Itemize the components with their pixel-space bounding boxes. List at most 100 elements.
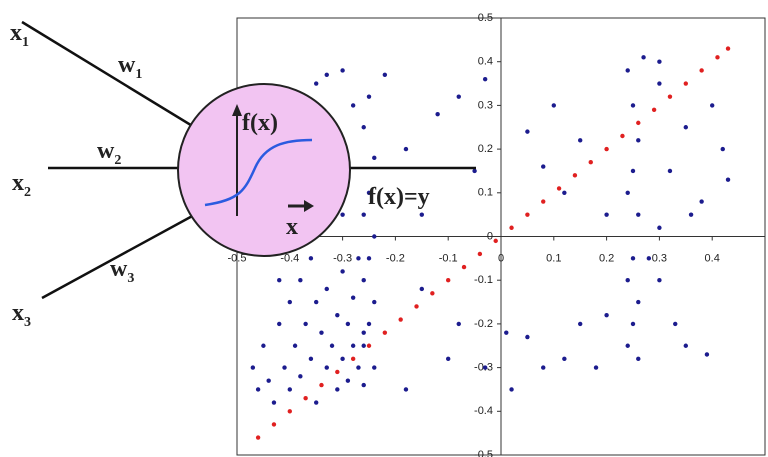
- y-tick-label: -0.4: [474, 405, 493, 417]
- point: [482, 76, 488, 82]
- point: [625, 278, 630, 283]
- point: [340, 356, 345, 362]
- point: [287, 409, 292, 414]
- point: [372, 234, 377, 239]
- point: [361, 212, 366, 217]
- point: [446, 356, 451, 362]
- point: [657, 59, 662, 64]
- point: [335, 312, 340, 318]
- point: [261, 343, 266, 348]
- point: [683, 81, 688, 86]
- point: [350, 103, 356, 108]
- point: [657, 225, 662, 230]
- point: [667, 168, 673, 174]
- point: [625, 68, 630, 73]
- x-tick-label: 0: [498, 252, 504, 264]
- point: [657, 81, 662, 86]
- point: [667, 94, 673, 99]
- arrow-head: [304, 200, 314, 212]
- point: [657, 278, 662, 283]
- weight-label: w2: [97, 138, 121, 168]
- point: [477, 251, 483, 257]
- point: [382, 330, 388, 335]
- point: [456, 321, 461, 327]
- point: [446, 278, 451, 283]
- point: [636, 138, 641, 143]
- x-tick-label: -0.4: [280, 252, 299, 264]
- input-line: [41, 212, 197, 300]
- point: [266, 378, 271, 383]
- activation-axis-label: x: [286, 214, 298, 240]
- point: [704, 352, 710, 357]
- point: [287, 299, 292, 305]
- x-tick-label: 0.1: [546, 252, 561, 264]
- point: [350, 343, 356, 348]
- y-tick-label: -0.5: [474, 449, 493, 457]
- point: [578, 138, 583, 143]
- point: [482, 365, 488, 370]
- point: [319, 330, 324, 335]
- point: [372, 299, 377, 305]
- point: [673, 321, 678, 327]
- scatter-plot: -0.5 -0.4 -0.3 -0.2 -0.1 0 0.1 0.2 0.3 0.4 -0.5 -0.…: [228, 12, 766, 457]
- point: [324, 286, 329, 292]
- point: [725, 46, 731, 51]
- point: [525, 129, 530, 134]
- point: [699, 199, 704, 204]
- point: [625, 343, 630, 348]
- point: [345, 321, 351, 327]
- point: [556, 186, 562, 191]
- input-label: x3: [12, 300, 31, 330]
- point: [298, 278, 303, 283]
- input-label: x: [12, 170, 24, 196]
- point: [625, 190, 630, 195]
- point: [630, 103, 636, 108]
- point: [403, 387, 409, 392]
- point: [350, 356, 356, 362]
- point: [541, 365, 546, 370]
- point: [636, 299, 641, 305]
- point: [277, 278, 282, 283]
- y-tick-label: 0.5: [478, 12, 493, 24]
- point: [250, 365, 256, 370]
- x-tick-label: -0.5: [228, 252, 247, 264]
- activation-label: f(x): [242, 110, 278, 136]
- x-tick-label: 0.2: [599, 252, 614, 264]
- point: [350, 295, 356, 300]
- point: [372, 365, 377, 370]
- point: [630, 321, 636, 327]
- point: [335, 369, 340, 375]
- input-label: x: [12, 300, 24, 326]
- point: [509, 387, 514, 392]
- point: [572, 173, 578, 178]
- y-tick-label: 0: [487, 230, 493, 242]
- arrow-head: [232, 104, 242, 116]
- point: [419, 286, 424, 292]
- x-tick-label: 0.3: [652, 252, 667, 264]
- point: [630, 256, 636, 261]
- point: [715, 55, 720, 60]
- y-tick-label: 0.2: [478, 143, 493, 155]
- point: [588, 160, 593, 165]
- weight-label: w3: [110, 256, 134, 286]
- point: [324, 72, 329, 78]
- point: [366, 343, 372, 348]
- point: [361, 125, 366, 130]
- point: [303, 321, 308, 327]
- point: [271, 422, 277, 427]
- point: [340, 212, 345, 217]
- point: [356, 256, 361, 261]
- input-label: x2: [12, 170, 31, 200]
- point: [461, 264, 467, 270]
- point: [361, 382, 366, 388]
- point: [636, 120, 641, 126]
- input-subscript: 1: [22, 35, 29, 50]
- point: [562, 190, 567, 195]
- point: [725, 177, 731, 182]
- x-tick-label: -0.2: [386, 252, 405, 264]
- weight-label: w: [97, 138, 115, 164]
- point: [271, 400, 277, 405]
- point: [366, 321, 372, 327]
- point: [710, 103, 715, 108]
- point: [683, 343, 688, 348]
